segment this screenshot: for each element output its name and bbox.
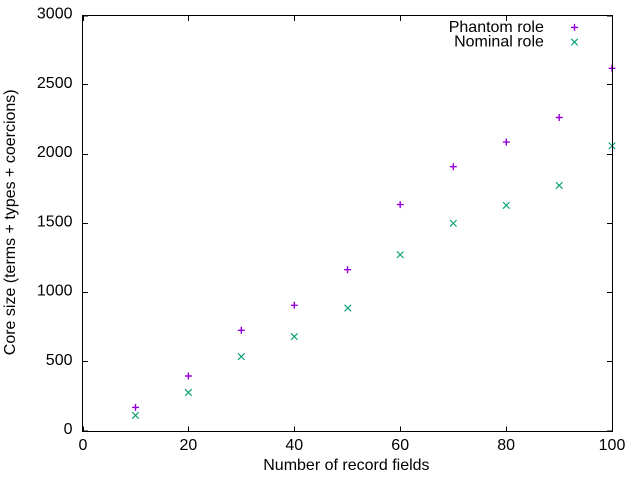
svg-text:60: 60: [391, 437, 409, 454]
svg-text:Nominal role: Nominal role: [454, 33, 544, 50]
svg-text:2500: 2500: [37, 75, 73, 92]
svg-text:1000: 1000: [37, 283, 73, 300]
svg-text:100: 100: [599, 437, 626, 454]
svg-text:40: 40: [285, 437, 303, 454]
svg-text:20: 20: [180, 437, 198, 454]
svg-text:0: 0: [79, 437, 88, 454]
svg-text:80: 80: [497, 437, 515, 454]
svg-text:3000: 3000: [37, 6, 73, 23]
svg-text:500: 500: [46, 352, 73, 369]
svg-text:Core size (terms + types + coe: Core size (terms + types + coercions): [2, 89, 19, 355]
svg-text:Phantom role: Phantom role: [449, 19, 544, 36]
svg-text:0: 0: [64, 421, 73, 438]
svg-text:2000: 2000: [37, 144, 73, 161]
svg-text:1500: 1500: [37, 213, 73, 230]
svg-text:Number of record fields: Number of record fields: [263, 457, 429, 474]
